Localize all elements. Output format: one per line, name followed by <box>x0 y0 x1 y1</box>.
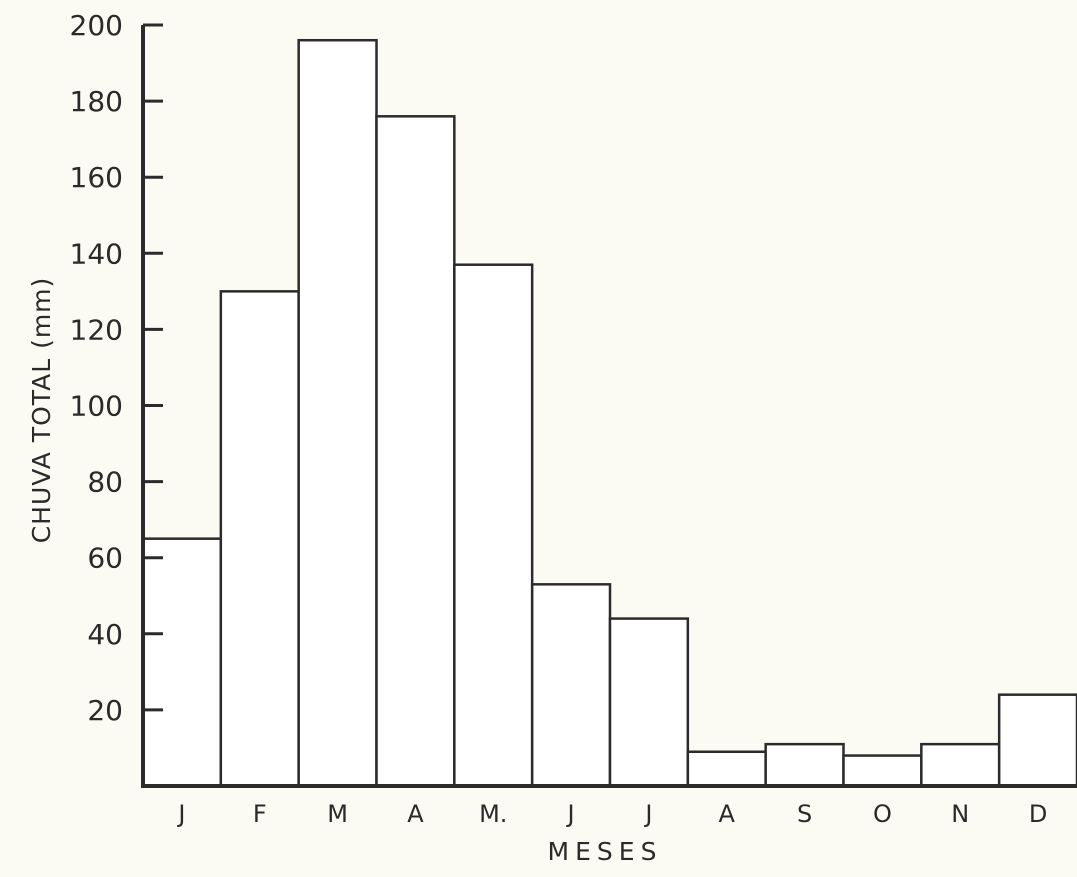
bar-10 <box>842 754 923 788</box>
bars-group <box>141 38 1077 788</box>
x-category-label: D <box>1029 800 1047 828</box>
x-axis-title: MESES <box>548 837 663 866</box>
x-category-label: J <box>643 800 652 828</box>
bar-1 <box>141 537 223 788</box>
x-category-label: N <box>951 800 969 828</box>
bar-8 <box>686 750 767 788</box>
x-category-label: J <box>176 800 185 828</box>
x-category-label: O <box>873 800 892 828</box>
y-tick-label: 120 <box>70 313 123 346</box>
y-tick-label: 200 <box>70 9 123 42</box>
bar-7 <box>608 617 690 788</box>
bar-9 <box>764 742 845 788</box>
bar-5 <box>453 263 534 788</box>
y-tick-label: 40 <box>87 618 123 651</box>
y-tick-label: 60 <box>87 542 123 575</box>
y-tick-label: 180 <box>70 85 123 118</box>
bar-12 <box>997 693 1077 788</box>
x-category-label: F <box>253 800 267 828</box>
y-ticks-group: 20 40 60 80 100 120 140 160 180 200 <box>70 9 163 727</box>
bar-4 <box>375 115 456 788</box>
x-labels-group: J F M A M. J J A S O N D <box>176 800 1047 828</box>
x-category-label: M. <box>479 800 507 828</box>
x-category-label: S <box>797 800 812 828</box>
bar-2 <box>219 290 300 788</box>
y-tick-label: 20 <box>87 694 123 727</box>
y-tick-label: 100 <box>70 390 123 423</box>
y-axis-title: CHUVA TOTAL (mm) <box>27 277 56 544</box>
x-category-label: M <box>327 800 348 828</box>
x-category-label: J <box>566 800 575 828</box>
bar-6 <box>530 583 612 788</box>
y-tick-label: 160 <box>70 161 123 194</box>
bar-3 <box>297 38 378 788</box>
bar-11 <box>920 742 1001 788</box>
y-tick-label: 80 <box>87 466 123 499</box>
y-tick-label: 140 <box>70 237 123 270</box>
x-category-label: A <box>407 800 424 828</box>
x-category-label: A <box>719 800 736 828</box>
